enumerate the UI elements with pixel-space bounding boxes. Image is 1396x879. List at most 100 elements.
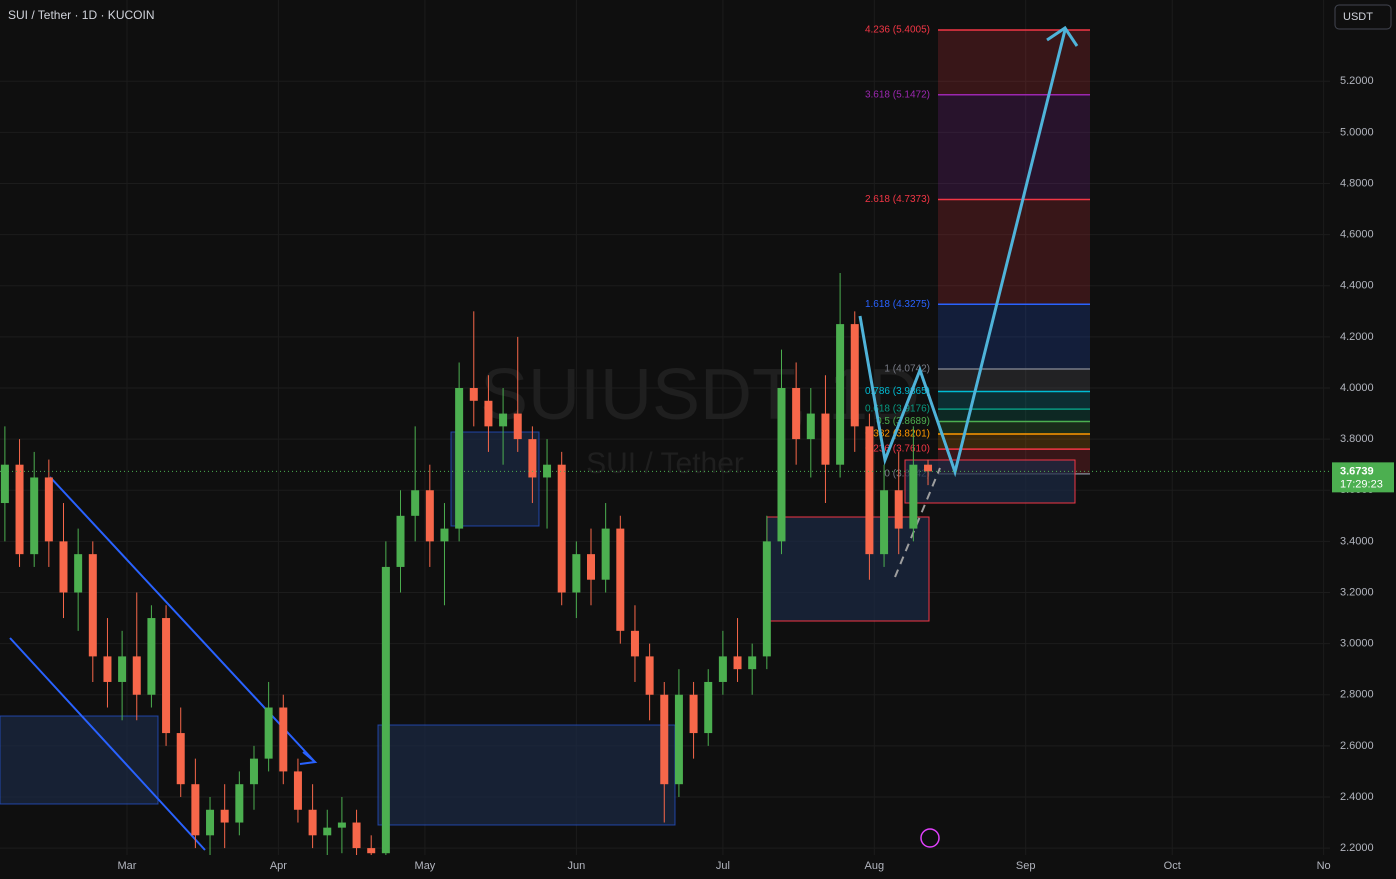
candle-body <box>88 554 97 657</box>
fib-zone <box>938 199 1090 305</box>
zone <box>377 724 676 826</box>
candle-body <box>59 541 68 593</box>
channel-line <box>9 637 206 851</box>
candles <box>0 272 933 869</box>
y-tick-label: 3.0000 <box>1340 638 1374 650</box>
fib-label: 0.382 (3.8201) <box>865 429 930 440</box>
x-tick-label: May <box>415 860 436 872</box>
candle-body <box>587 554 596 580</box>
candle-body <box>792 388 801 440</box>
candle-body <box>909 464 918 529</box>
candle-body <box>762 541 771 657</box>
axes: 2.2000 2.4000 2.6000 2.8000 3.0000 3.2000 3.40… <box>0 75 1394 872</box>
x-tick-label: Jul <box>716 860 730 872</box>
currency-button[interactable] <box>1334 4 1392 30</box>
y-tick-label: 3.4000 <box>1340 535 1374 547</box>
fib-zone <box>938 304 1090 370</box>
candle-body <box>411 490 420 516</box>
candle-body <box>308 809 317 836</box>
candle-body <box>176 733 185 785</box>
candle-body <box>147 618 156 695</box>
candle-body <box>777 388 786 542</box>
countdown: 17:29:23 <box>1340 478 1383 490</box>
candle-body <box>455 388 464 529</box>
candle-body <box>30 477 39 555</box>
fib-zone <box>938 421 1090 434</box>
zone <box>450 431 540 527</box>
y-tick-label: 4.2000 <box>1340 331 1374 343</box>
candle-body <box>206 809 215 836</box>
candle-body <box>880 490 889 555</box>
zone <box>904 459 1076 504</box>
price-scale <box>1330 0 1396 879</box>
y-tick-label: 4.6000 <box>1340 229 1374 241</box>
y-tick-label: 4.8000 <box>1340 177 1374 189</box>
candle-body <box>850 324 859 427</box>
fib-tool: 4.236 (5.4005) 3.618 (5.1472) 2.618 (4.737… <box>865 25 1090 479</box>
candle-body <box>293 771 302 810</box>
y-tick-label: 5.0000 <box>1340 126 1374 138</box>
fib-zone <box>938 433 1090 450</box>
arrow-head <box>1046 25 1079 47</box>
chart-title: SUI / Tether · 1D · KUCOIN <box>8 8 154 22</box>
candle-body <box>924 464 933 472</box>
fib-zone <box>938 369 1090 392</box>
x-tick-label: No <box>1317 860 1331 872</box>
fib-zone <box>938 94 1090 200</box>
candle-body <box>733 656 742 670</box>
candle-body <box>279 707 288 772</box>
currency-label: USDT <box>1343 11 1373 23</box>
candle-body <box>718 656 727 682</box>
candle-body <box>396 515 405 567</box>
projection-path <box>858 29 1067 478</box>
candle-body <box>821 413 830 465</box>
candle-body <box>0 464 9 504</box>
x-tick-label: Oct <box>1164 860 1181 872</box>
y-tick-label: 2.6000 <box>1340 740 1374 752</box>
watermark-subtitle: SUI / Tether <box>586 447 744 480</box>
candle-body <box>132 656 141 695</box>
drawings <box>0 25 1079 851</box>
candle-body <box>616 528 625 631</box>
y-tick-label: 3.8000 <box>1340 433 1374 445</box>
candle-body <box>440 528 449 542</box>
candle-body <box>660 694 669 785</box>
y-tick-label: 3.2000 <box>1340 586 1374 598</box>
candle-body <box>162 618 171 734</box>
candle-body <box>381 566 390 854</box>
candle-body <box>630 630 639 657</box>
candle-body <box>425 490 434 542</box>
candle-body <box>704 681 713 734</box>
dashed-path <box>894 467 941 578</box>
x-tick-label: Sep <box>1016 860 1036 872</box>
last-price-tag <box>1332 462 1394 493</box>
x-tick-label: Jun <box>567 860 585 872</box>
candle-body <box>601 528 610 580</box>
fib-label: 0.236 (3.7610) <box>865 444 930 455</box>
fib-label: 4.236 (5.4005) <box>865 25 930 36</box>
y-tick-label: 4.4000 <box>1340 280 1374 292</box>
candle-body <box>367 848 376 854</box>
flash-icon[interactable] <box>920 828 940 848</box>
fib-label: 2.618 (4.7373) <box>865 194 930 205</box>
fib-label: 3.618 (5.1472) <box>865 89 930 100</box>
y-tick-label: 4.0000 <box>1340 382 1374 394</box>
arrow-head <box>299 751 318 765</box>
candle-body <box>469 388 478 401</box>
time-scale <box>0 855 1396 879</box>
fib-label: 1.618 (4.3275) <box>865 299 930 310</box>
y-tick-label: 2.4000 <box>1340 791 1374 803</box>
y-tick-label: 2.8000 <box>1340 689 1374 701</box>
candle-body <box>557 464 566 593</box>
y-tick-label: 5.2000 <box>1340 75 1374 87</box>
candle-body <box>323 827 332 836</box>
fib-label: 0.618 (3.9176) <box>865 404 930 415</box>
candle-body <box>894 490 903 529</box>
candle-body <box>15 464 24 555</box>
fib-zone <box>938 409 1090 422</box>
watermark: SUIUSDT, 1D <box>480 355 920 435</box>
candle-body <box>352 822 361 849</box>
candle-body <box>865 426 874 555</box>
y-tick-label: 2.2000 <box>1340 842 1374 854</box>
